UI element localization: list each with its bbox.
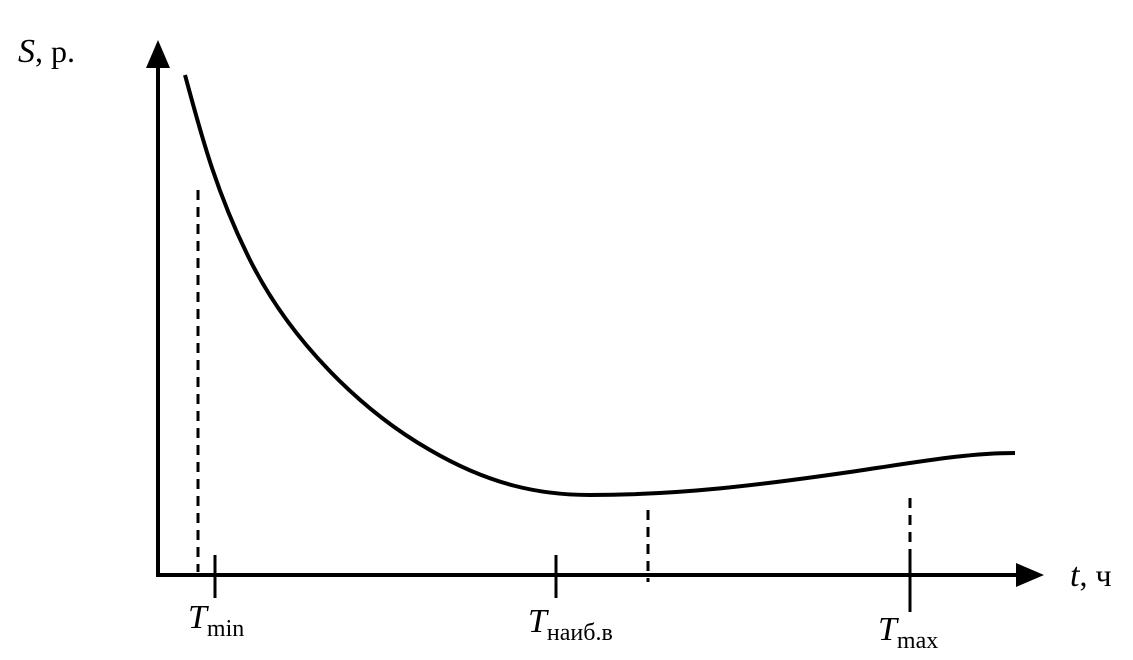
subscript: max bbox=[897, 628, 938, 654]
unit: , ч bbox=[1079, 557, 1111, 593]
cost-curve bbox=[183, 74, 1016, 498]
tick-marks bbox=[213, 555, 912, 612]
subscript: наиб.в bbox=[547, 620, 613, 646]
symbol: T bbox=[528, 603, 549, 640]
tick-label: Tнаиб.в bbox=[528, 603, 613, 646]
unit: , р. bbox=[35, 33, 75, 69]
dashed-lines bbox=[196, 190, 912, 582]
axes bbox=[156, 62, 1020, 577]
symbol: T bbox=[188, 599, 209, 636]
y-arrow bbox=[146, 40, 170, 68]
subscript: min bbox=[207, 616, 244, 642]
symbol: S bbox=[18, 33, 35, 70]
x-axis-label: t, ч bbox=[1070, 557, 1112, 594]
symbol: T bbox=[878, 611, 899, 648]
y-axis-label: S, р. bbox=[18, 33, 75, 70]
tick-label: Tmax bbox=[878, 611, 938, 654]
tick-label: Tmin bbox=[188, 599, 244, 642]
symbol: t bbox=[1070, 557, 1081, 594]
x-arrow bbox=[1016, 563, 1044, 587]
